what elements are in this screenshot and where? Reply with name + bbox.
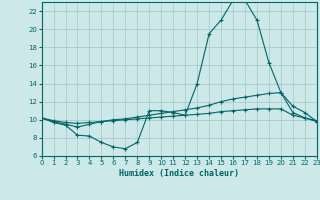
X-axis label: Humidex (Indice chaleur): Humidex (Indice chaleur) [119, 169, 239, 178]
